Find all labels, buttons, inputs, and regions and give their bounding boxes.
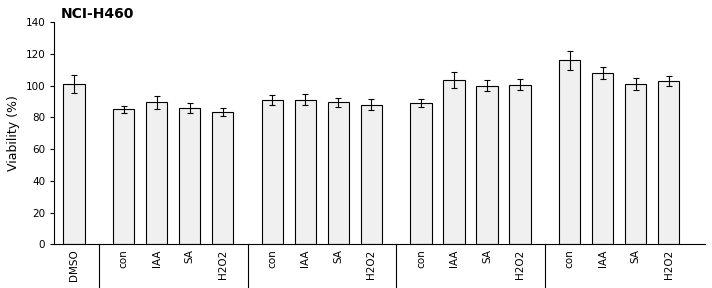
Bar: [476, 86, 498, 245]
Text: NCI-H460: NCI-H460: [61, 7, 134, 21]
Bar: [559, 60, 580, 245]
Bar: [113, 109, 135, 245]
Bar: [179, 108, 201, 245]
Bar: [625, 84, 646, 245]
Bar: [361, 105, 382, 245]
Bar: [146, 102, 167, 245]
Y-axis label: Viability (%): Viability (%): [7, 95, 20, 171]
Bar: [328, 102, 349, 245]
Bar: [261, 100, 283, 245]
Bar: [444, 80, 465, 245]
Bar: [658, 81, 679, 245]
Bar: [295, 100, 316, 245]
Bar: [410, 103, 431, 245]
Bar: [592, 73, 613, 245]
Bar: [509, 85, 531, 245]
Bar: [212, 112, 234, 245]
Bar: [63, 84, 85, 245]
